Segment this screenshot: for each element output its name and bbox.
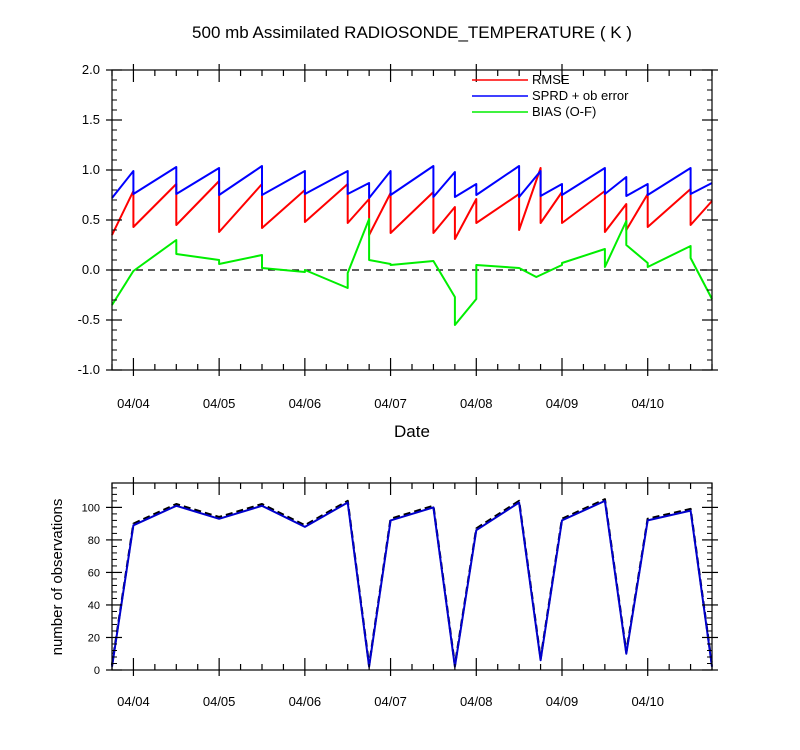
x-tick-label: 04/05 [203,396,236,411]
bottom-chart-y-axis-title: number of observations [49,499,66,656]
y-tick-label: 1.0 [82,162,100,177]
top-chart-x-axis: 04/04 04/05 04/06 04/07 04/08 04/09 04/10 [111,64,713,411]
x-tick-label: 04/04 [117,694,150,709]
y-tick-label: 1.5 [82,112,100,127]
bottom-chart-frame [111,482,713,671]
x-tick-label: 04/07 [374,396,407,411]
top-chart-legend: RMSE SPRD + ob error BIAS (O-F) [472,72,629,119]
series-line-bias-o-f [111,218,713,326]
top-chart-title: 500 mb Assimilated RADIOSONDE_TEMPERATUR… [192,23,632,42]
x-tick-label: 04/06 [289,694,322,709]
y-tick-label: 0.0 [82,262,100,277]
x-tick-label: 04/07 [374,694,407,709]
y-tick-label: 60 [88,567,100,579]
y-tick-label: 40 [88,600,100,612]
x-tick-label: 04/09 [546,694,579,709]
x-tick-label: 04/10 [631,396,664,411]
series-line-total [111,499,713,668]
y-tick-label: 0 [94,665,100,677]
x-tick-label: 04/10 [631,694,664,709]
x-tick-label: 04/06 [289,396,322,411]
x-tick-label: 04/04 [117,396,150,411]
y-tick-label: -1.0 [78,362,100,377]
top-chart-y-axis: -1.0 -0.5 0.0 0.5 1.0 1.5 2.0 [78,62,718,377]
top-chart-x-axis-title: Date [394,422,430,441]
legend-label-sprd: SPRD + ob error [532,88,629,103]
bottom-chart-y-axis: 0 20 40 60 80 100 [82,487,718,677]
y-tick-label: 2.0 [82,62,100,77]
x-tick-label: 04/05 [203,694,236,709]
series-line-assimilated [110,498,714,667]
x-tick-label: 04/08 [460,396,493,411]
x-tick-label: 04/08 [460,694,493,709]
bottom-chart-x-axis: 04/04 04/05 04/06 04/07 04/08 04/09 04/10 [111,477,713,709]
series-line-rmse [111,167,713,240]
x-tick-label: 04/09 [546,396,579,411]
y-tick-label: 100 [82,502,100,514]
series-line-sprd-ob-error [111,165,713,199]
top-chart-series [111,165,713,326]
legend-label-rmse: RMSE [532,72,570,87]
top-chart-frame [111,69,713,371]
legend-label-bias: BIAS (O-F) [532,104,596,119]
y-tick-label: 0.5 [82,212,100,227]
y-tick-label: -0.5 [78,312,100,327]
y-tick-label: 80 [88,535,100,547]
y-tick-label: 20 [88,632,100,644]
bottom-chart-series [110,498,714,668]
